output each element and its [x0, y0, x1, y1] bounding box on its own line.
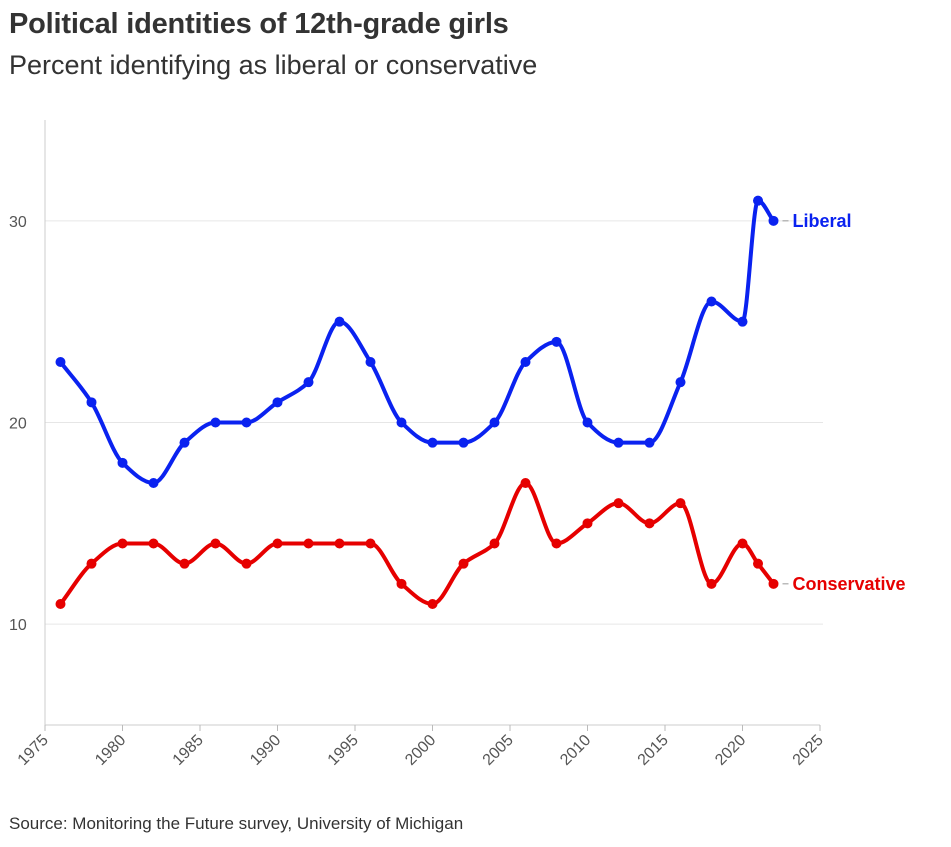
x-tick-label-2015: 2015 [635, 732, 672, 769]
liberal-point-1988 [241, 417, 252, 428]
conservative-point-2020 [737, 538, 748, 549]
conservative-point-2008 [551, 538, 562, 549]
conservative-point-2022 [768, 578, 779, 589]
liberal-point-1998 [396, 417, 407, 428]
liberal-series-line [58, 198, 776, 485]
conservative-point-1992 [303, 538, 314, 549]
x-tick-label-2000: 2000 [402, 732, 439, 769]
liberal-point-1986 [210, 417, 221, 428]
liberal-point-2004 [489, 417, 500, 428]
liberal-point-1984 [179, 437, 190, 448]
liberal-point-2014 [644, 437, 655, 448]
y-tick-label-10: 10 [9, 617, 27, 634]
conservative-point-1988 [241, 558, 252, 569]
conservative-point-1982 [148, 538, 159, 549]
conservative-point-2012 [613, 498, 624, 509]
conservative-point-2016 [675, 498, 686, 509]
conservative-point-2006 [520, 478, 531, 488]
y-tick-label-20: 20 [9, 416, 27, 433]
conservative-point-1986 [210, 538, 221, 549]
conservative-point-1994 [334, 538, 345, 549]
liberal-point-1980 [117, 457, 128, 468]
liberal-point-1994 [334, 316, 345, 327]
x-tick-label-1975: 1975 [15, 732, 52, 769]
liberal-point-1990 [272, 397, 283, 408]
conservative-point-1990 [272, 538, 283, 549]
conservative-point-1980 [117, 538, 128, 549]
conservative-point-1984 [179, 558, 190, 569]
conservative-point-2018 [706, 578, 717, 589]
liberal-point-2008 [551, 336, 562, 347]
liberal-point-2022 [768, 215, 779, 226]
conservative-point-2010 [582, 518, 593, 529]
conservative-point-2004 [489, 538, 500, 549]
conservative-point-1976 [55, 599, 66, 609]
x-tick-label-1995: 1995 [325, 732, 362, 769]
x-tick-label-2020: 2020 [712, 732, 749, 769]
liberal-point-2016 [675, 377, 686, 388]
conservative-series-line [58, 481, 776, 606]
series-labels: Liberal Conservative [782, 211, 906, 594]
liberal-point-1992 [303, 377, 314, 388]
x-tick-label-1990: 1990 [247, 732, 284, 769]
liberal-point-1982 [148, 478, 159, 488]
axes: 10 20 30 1975 1980 1985 1990 1995 2000 2005 2010 20… [9, 120, 827, 769]
liberal-point-2006 [520, 357, 531, 367]
x-tick-label-1980: 1980 [92, 732, 129, 769]
chart-title: Political identities of 12th-grade girls [9, 8, 509, 40]
x-tick-label-2005: 2005 [480, 732, 517, 769]
conservative-point-1996 [365, 538, 376, 549]
liberal-point-2021 [753, 195, 763, 206]
conservative-point-2000 [427, 599, 438, 609]
x-tick-label-1985: 1985 [170, 732, 207, 769]
conservative-point-2021 [753, 558, 763, 569]
conservative-point-2002 [458, 558, 469, 569]
conservative-point-1978 [86, 558, 97, 569]
series-lines [55, 195, 779, 609]
grid-lines [45, 220, 823, 625]
chart-subtitle: Percent identifying as liberal or conser… [9, 50, 538, 80]
liberal-point-2012 [613, 437, 624, 448]
liberal-point-1976 [55, 357, 66, 367]
conservative-point-2014 [644, 518, 655, 529]
liberal-point-1978 [86, 397, 97, 408]
conservative-point-1998 [396, 578, 407, 589]
source-note: Source: Monitoring the Future survey, Un… [9, 814, 464, 833]
x-tick-label-2025: 2025 [790, 732, 827, 769]
liberal-point-1996 [365, 357, 376, 367]
liberal-point-2020 [737, 316, 748, 327]
liberal-series-label: Liberal [793, 211, 852, 231]
conservative-series-label: Conservative [793, 574, 906, 594]
liberal-point-2018 [706, 296, 717, 307]
y-tick-label-30: 30 [9, 214, 27, 231]
x-tick-label-2010: 2010 [557, 732, 594, 769]
liberal-point-2002 [458, 437, 469, 448]
liberal-point-2000 [427, 437, 438, 448]
liberal-point-2010 [582, 417, 593, 428]
